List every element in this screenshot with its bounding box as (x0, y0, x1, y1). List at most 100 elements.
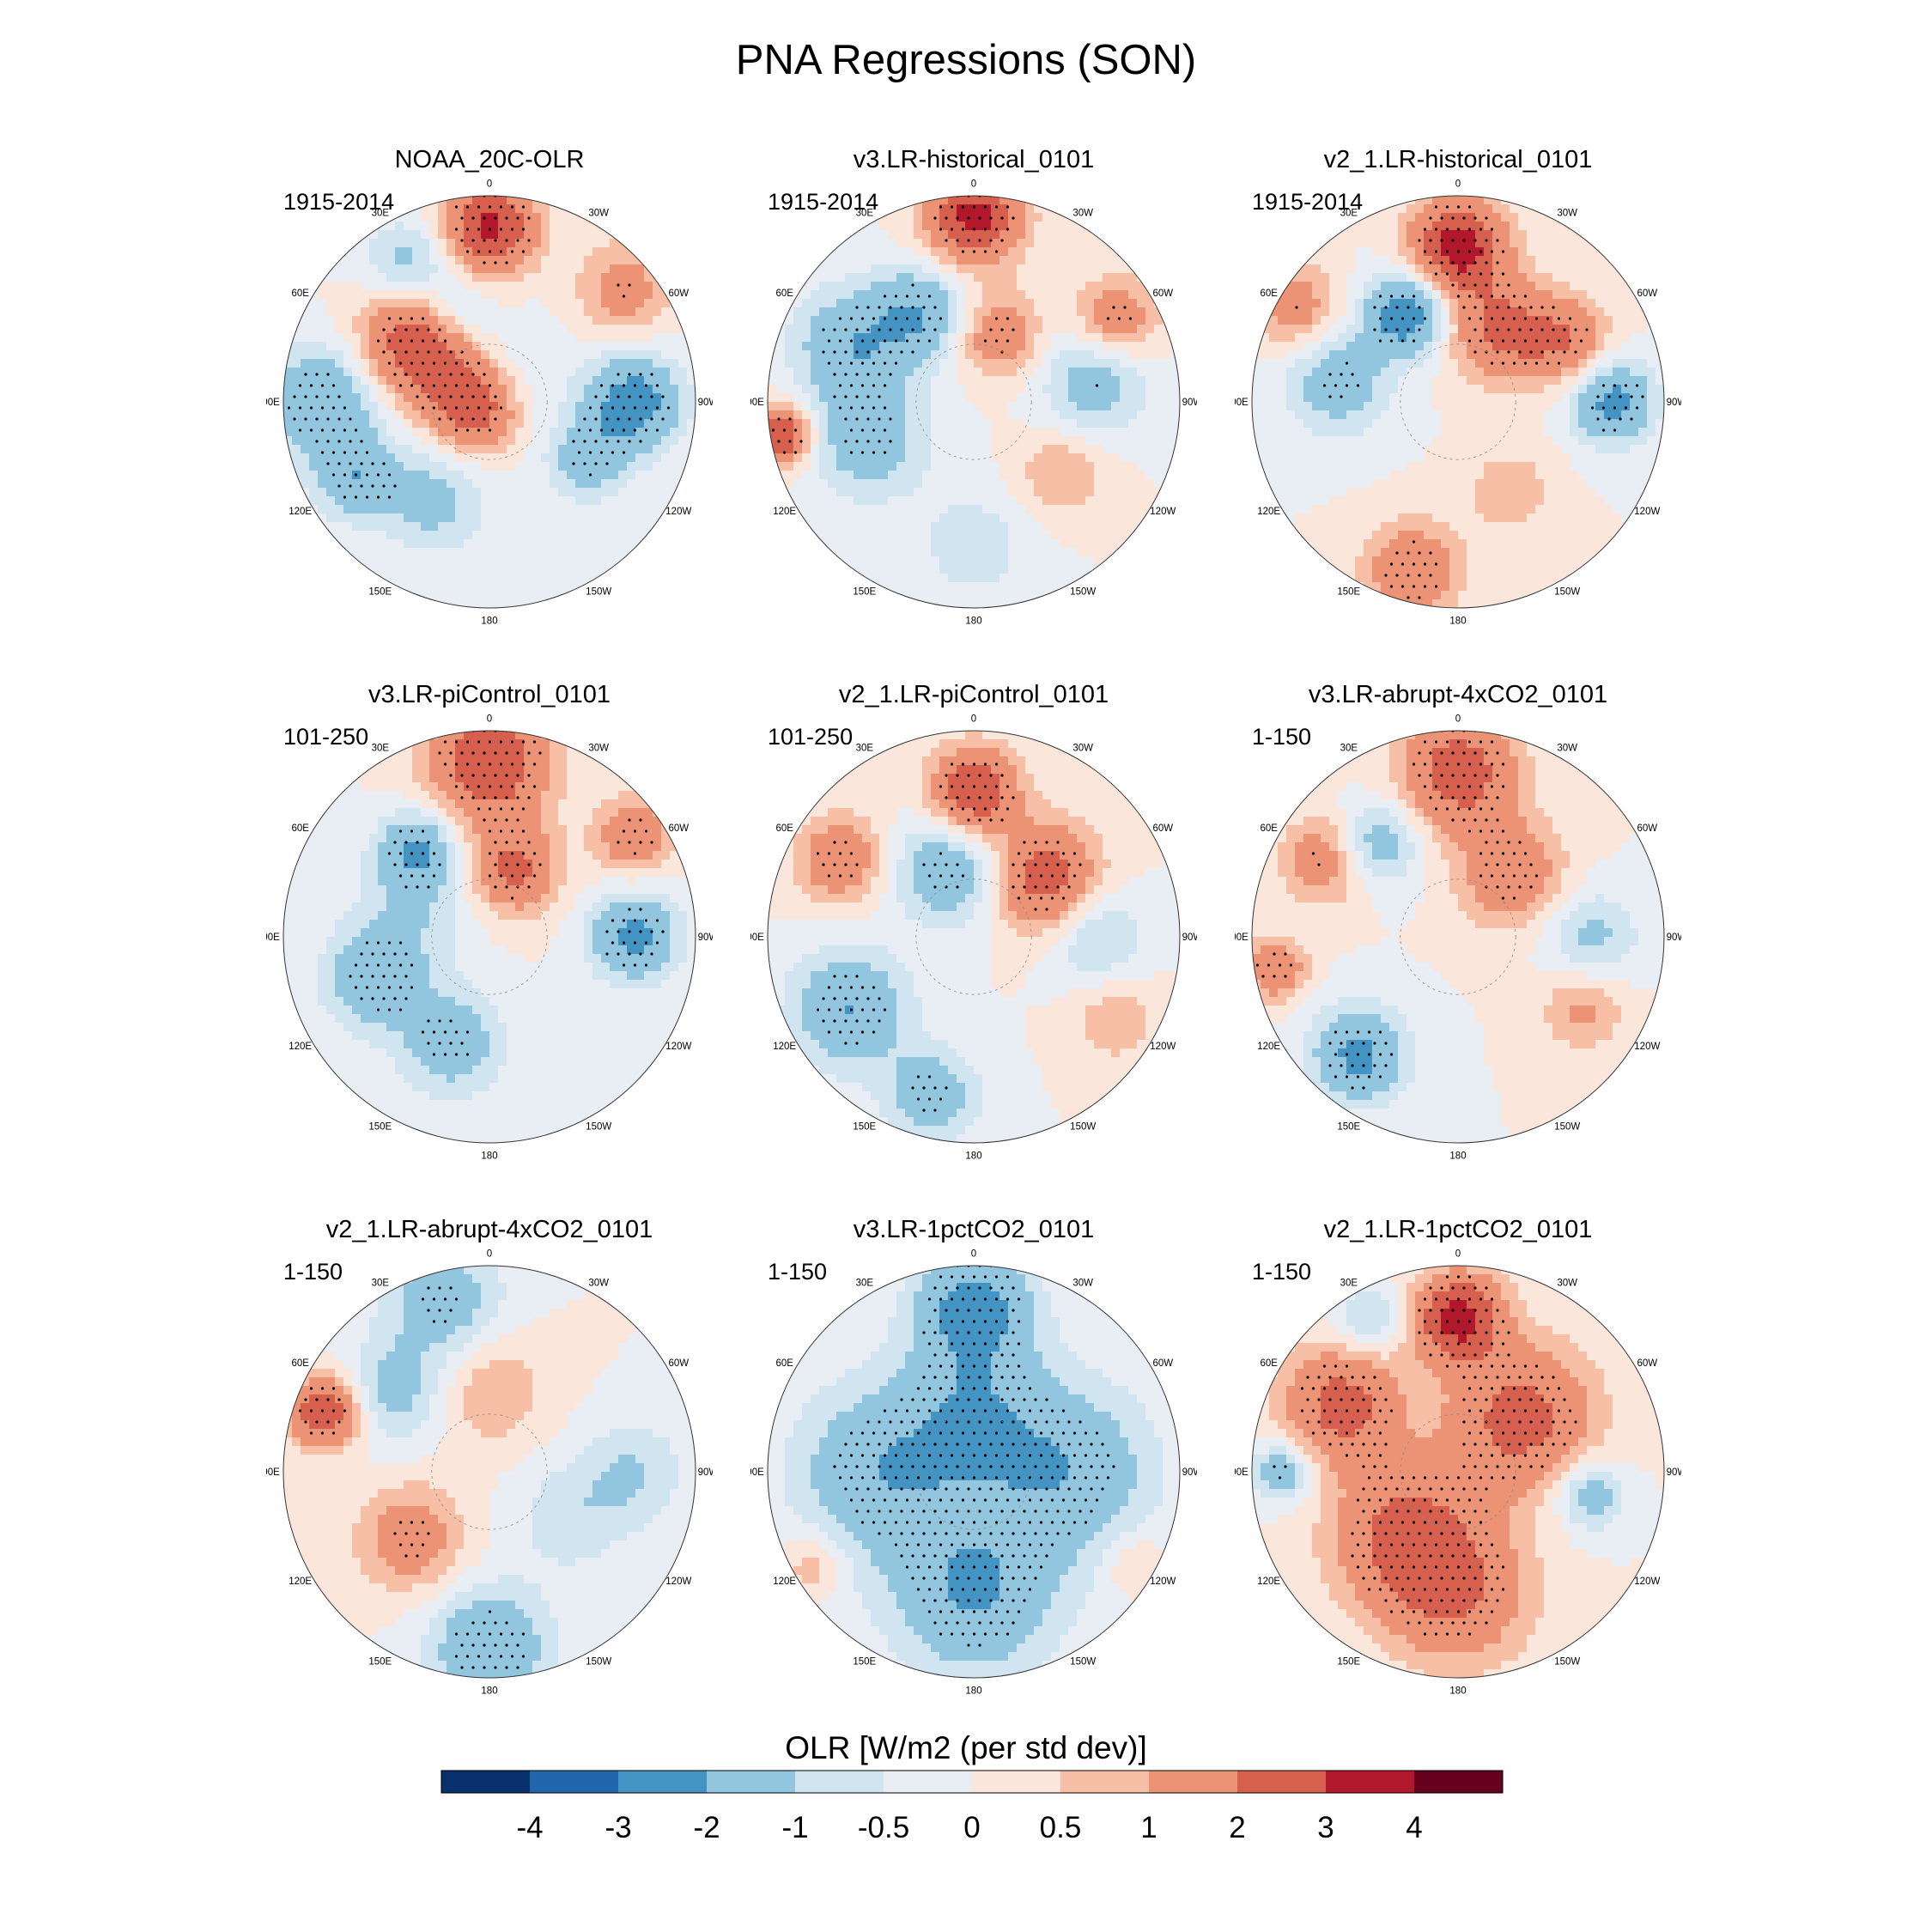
panel-title: v2_1.LR-historical_0101 (1235, 146, 1681, 174)
longitude-label: 120E (773, 507, 796, 517)
colorbar-swatch (1414, 1771, 1503, 1793)
longitude-label: 0 (971, 714, 976, 725)
map-panel-7: v2_1.LR-abrupt-4xCO2_0101 1-150 180 150E 1… (266, 1216, 713, 1697)
longitude-label: 60E (775, 289, 793, 299)
longitude-label: 30E (1340, 1279, 1358, 1289)
longitude-label: 60W (1152, 823, 1173, 834)
longitude-label: 90E (1235, 1467, 1249, 1478)
longitude-label: 60W (1637, 1358, 1657, 1369)
longitude-label: 120E (773, 1042, 796, 1052)
longitude-label: 0 (487, 714, 492, 725)
map-panel-9: v2_1.LR-1pctCO2_0101 1-150 180 150E 120E 90… (1235, 1216, 1681, 1697)
longitude-label: 60W (668, 289, 689, 299)
significance-stipple (298, 1286, 526, 1669)
longitude-label: 90E (266, 933, 280, 943)
longitude-label: 30W (588, 744, 609, 754)
coastline (1400, 1413, 1516, 1530)
colorbar-label: 0 (963, 1811, 980, 1844)
longitude-label: 150W (586, 586, 611, 597)
longitude-label: 30E (856, 744, 874, 754)
longitude-label: 60E (775, 1358, 793, 1369)
panel-title: v3.LR-historical_0101 (750, 146, 1197, 174)
map-border (1251, 730, 1665, 1144)
longitude-label: 30E (856, 1279, 874, 1289)
colorbar-swatch (1326, 1771, 1414, 1793)
longitude-label: 30W (588, 1279, 609, 1289)
longitude-label: 150W (1070, 586, 1096, 597)
longitude-label: 0 (971, 1249, 976, 1260)
longitude-label: 150E (368, 586, 392, 597)
longitude-label: 30W (1557, 744, 1577, 754)
olr-field (1252, 196, 1664, 608)
panel-period: 101-250 (768, 724, 853, 750)
longitude-label: 150E (853, 1121, 876, 1132)
longitude-label: 90W (1667, 398, 1681, 408)
longitude-label: 180 (965, 1151, 981, 1160)
longitude-label: 30E (856, 209, 874, 219)
longitude-label: 30W (1557, 1279, 1577, 1289)
olr-field (283, 1266, 696, 1678)
longitude-label: 90W (1182, 398, 1197, 408)
longitude-label: 90W (1182, 1467, 1197, 1478)
longitude-label: 30E (372, 209, 390, 219)
panel-period: 1-150 (1252, 724, 1311, 750)
coastline (915, 1413, 1032, 1530)
map-panel-4: v3.LR-piControl_0101 101-250 180 150E 120E… (266, 681, 713, 1162)
longitude-label: 60E (1260, 289, 1278, 299)
colorbar-label: -1 (781, 1811, 808, 1844)
colorbar-swatch (441, 1771, 530, 1793)
map-border (283, 195, 696, 609)
colorbar-frame (440, 1770, 1504, 1794)
longitude-label: 150E (368, 1656, 392, 1667)
longitude-label: 0 (1455, 1249, 1461, 1260)
longitude-label: 180 (965, 1686, 981, 1695)
longitude-label: 60E (775, 823, 793, 834)
longitude-label: 120W (665, 1042, 691, 1052)
panel-period: 101-250 (283, 724, 368, 750)
polar-map: 180 150E 120E 90E 60E 30E 0 30W 60W 90W 120W 150W (266, 714, 713, 1160)
longitude-label: 90W (1182, 933, 1197, 943)
polar-map: 180 150E 120E 90E 60E 30E 0 30W 60W 90W 120W 150W (1235, 714, 1681, 1160)
polar-map: 180 150E 120E 90E 60E 30E 0 30W 60W 90W 120W 150W (750, 1249, 1197, 1695)
panel-period: 1915-2014 (768, 189, 878, 216)
coastline (915, 343, 1032, 460)
colorbar-label: 4 (1406, 1811, 1422, 1844)
map-border (1251, 1265, 1665, 1679)
polar-map: 180 150E 120E 90E 60E 30E 0 30W 60W 90W 120W 150W (750, 179, 1197, 625)
longitude-label: 0 (971, 179, 976, 190)
map-panel-8: v3.LR-1pctCO2_0101 1-150 180 150E 120E 90E 6… (750, 1216, 1197, 1697)
longitude-label: 150E (853, 1656, 876, 1667)
longitude-label: 60E (291, 289, 309, 299)
colorbar-swatch (1237, 1771, 1326, 1793)
longitude-label: 150W (1554, 1656, 1580, 1667)
longitude-label: 60W (668, 1358, 689, 1369)
longitude-label: 30W (1072, 744, 1093, 754)
map-border (283, 1265, 696, 1679)
olr-field (283, 196, 696, 608)
longitude-label: 180 (965, 616, 981, 625)
longitude-label: 30E (372, 744, 390, 754)
longitude-label: 120W (1634, 507, 1660, 517)
figure-title: PNA Regressions (SON) (0, 36, 1932, 84)
longitude-label: 120E (1257, 1577, 1280, 1587)
coastline (431, 343, 548, 460)
longitude-label: 150W (1070, 1121, 1096, 1132)
map-panel-3: v2_1.LR-historical_0101 1915-2014 180 150… (1235, 146, 1681, 627)
longitude-label: 60E (291, 1358, 309, 1369)
longitude-label: 120W (665, 1577, 691, 1587)
longitude-label: 180 (481, 1686, 497, 1695)
colorbar-title: OLR [W/m2 (per std dev)] (0, 1730, 1932, 1766)
significance-stipple (1295, 205, 1644, 599)
longitude-label: 120W (1634, 1577, 1660, 1587)
polar-map: 180 150E 120E 90E 60E 30E 0 30W 60W 90W 120W 150W (266, 179, 713, 625)
longitude-label: 120E (1257, 1042, 1280, 1052)
colorbar-swatch (884, 1771, 972, 1793)
significance-stipple (768, 196, 1133, 454)
colorbar-swatch (795, 1771, 884, 1793)
longitude-label: 150W (1554, 1121, 1580, 1132)
longitude-label: 30W (1072, 209, 1093, 219)
map-border (767, 730, 1181, 1144)
longitude-label: 30E (1340, 744, 1358, 754)
olr-field (768, 1266, 1180, 1678)
map-border (767, 195, 1181, 609)
